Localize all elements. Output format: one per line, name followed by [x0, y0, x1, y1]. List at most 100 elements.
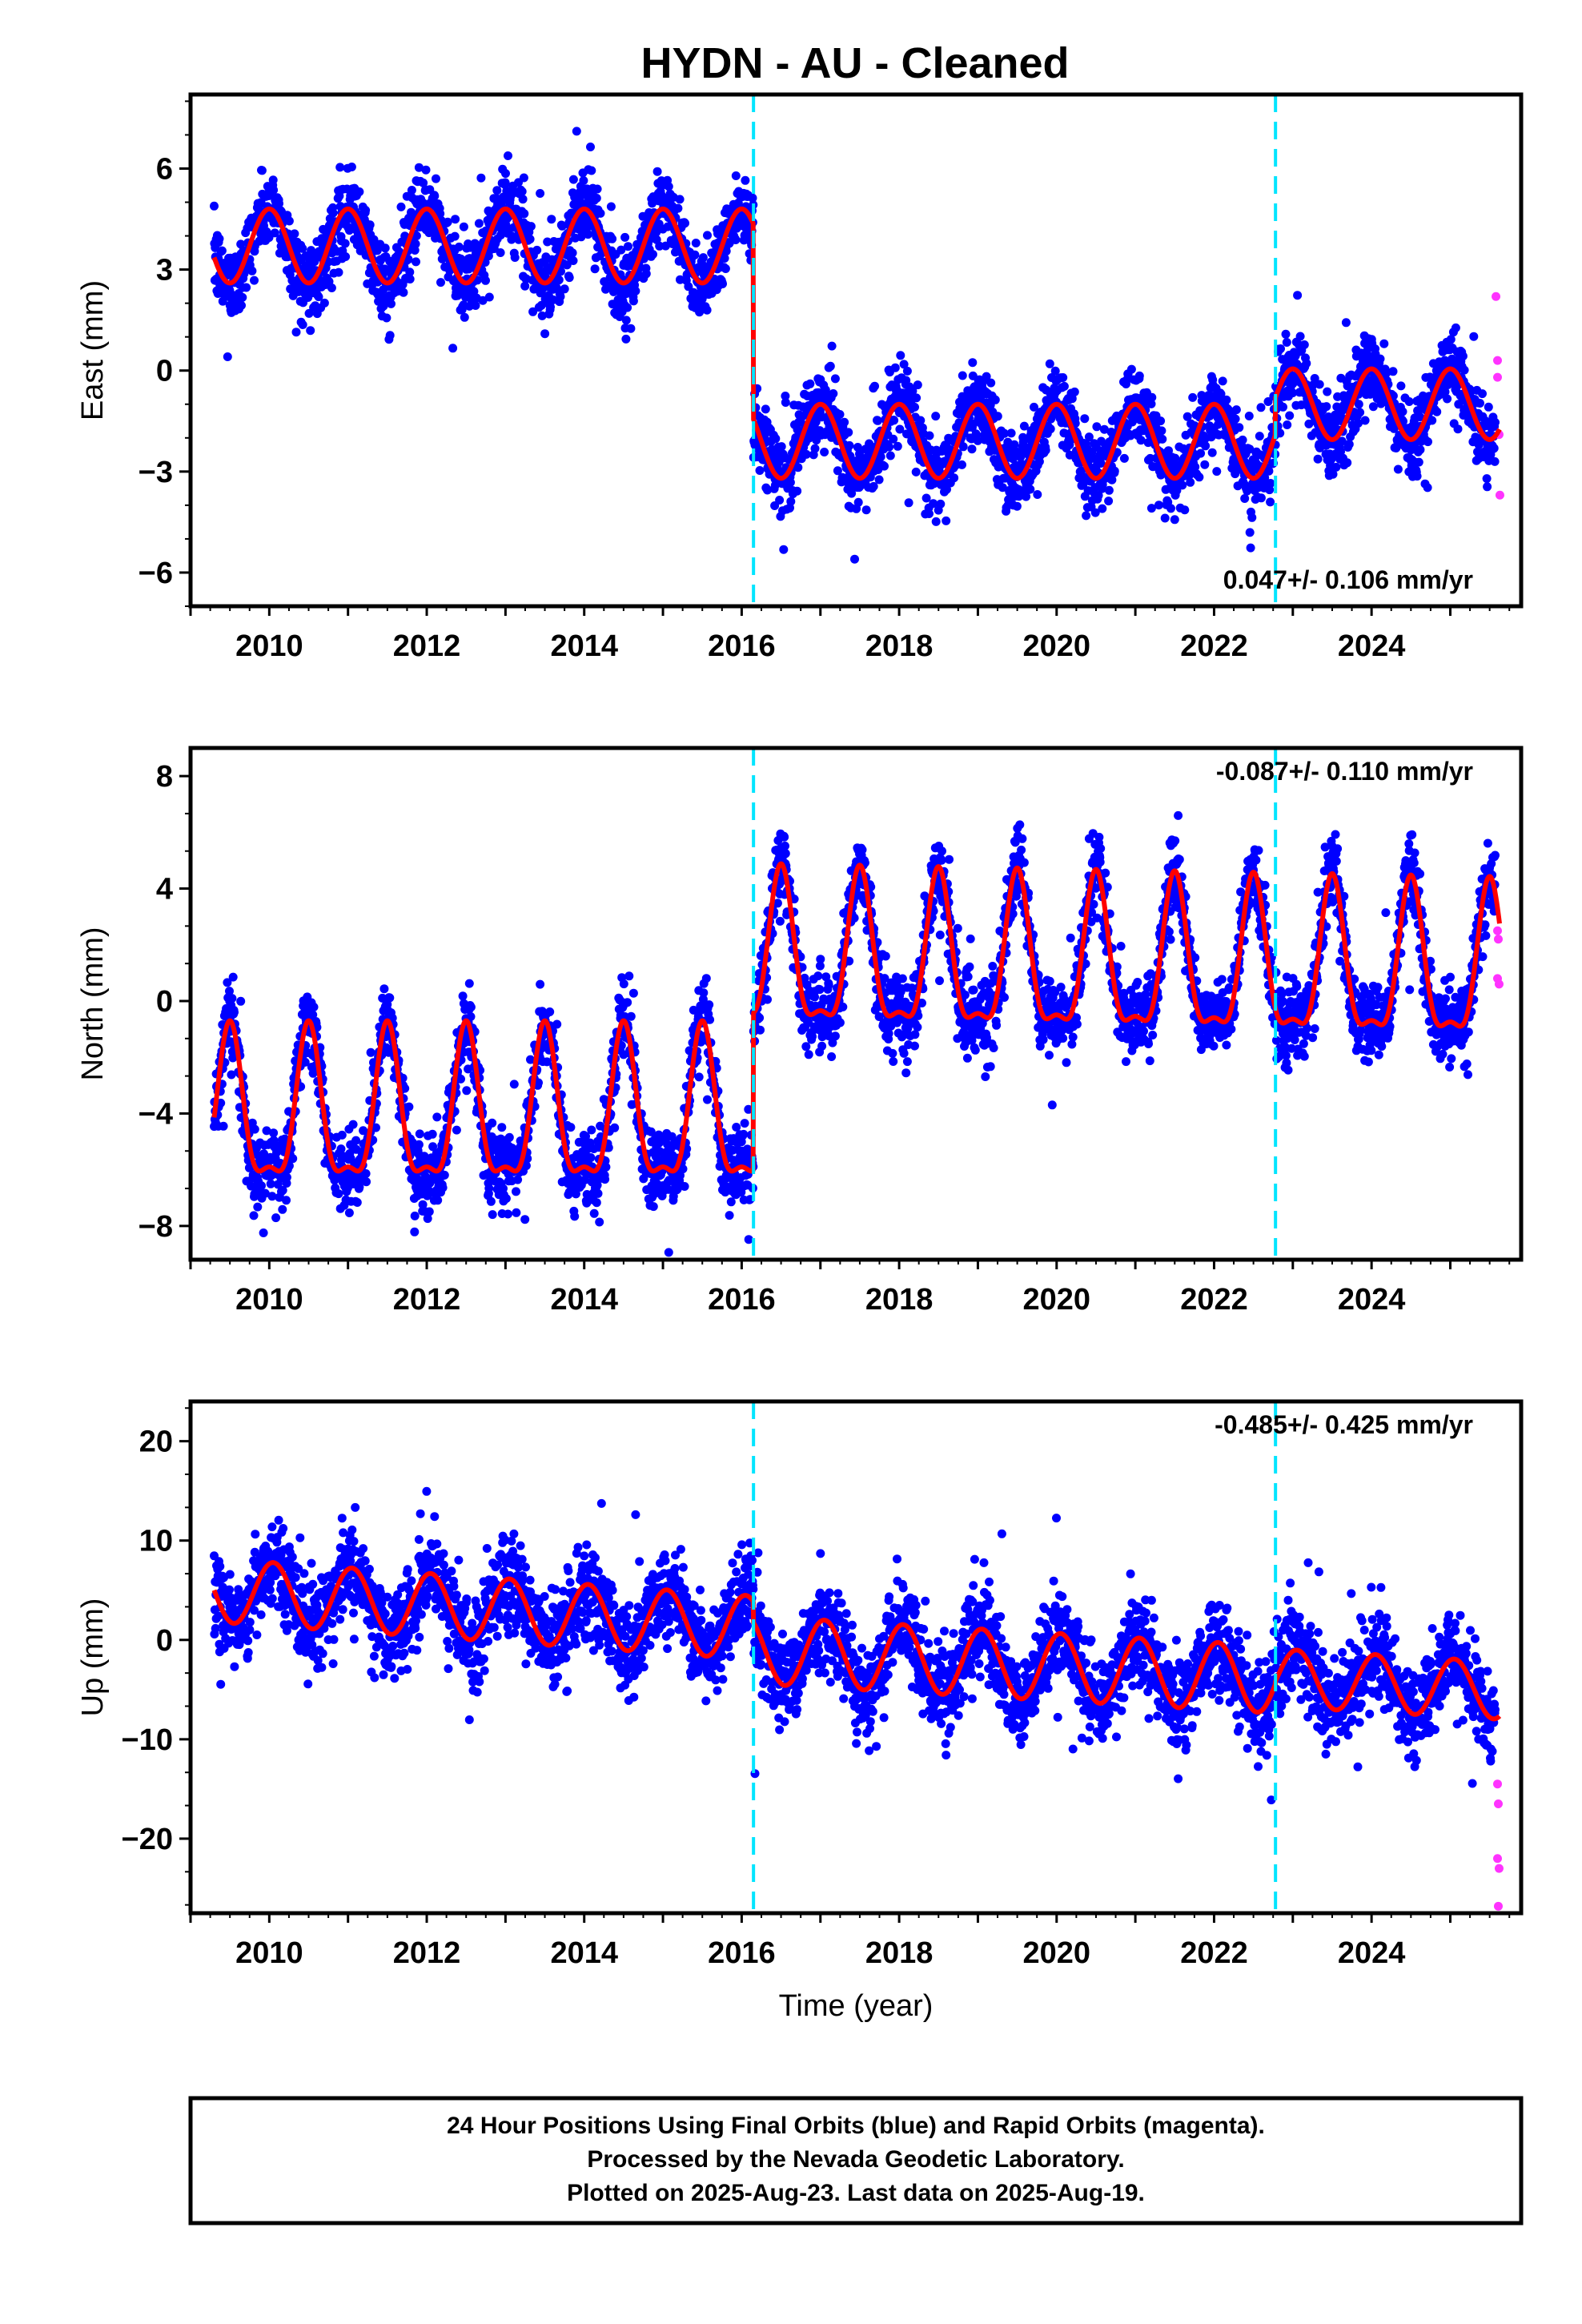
data-point — [236, 996, 246, 1006]
data-point — [702, 305, 712, 315]
data-point — [1398, 407, 1407, 416]
data-point — [913, 380, 922, 390]
data-point — [410, 1211, 420, 1220]
east-ytick-label: 0 — [156, 355, 173, 388]
data-point — [257, 166, 267, 175]
data-point — [568, 248, 577, 258]
data-point — [921, 493, 931, 503]
data-point — [1033, 490, 1042, 499]
data-point — [1266, 497, 1275, 507]
data-point — [1247, 513, 1257, 522]
figure-title: HYDN - AU - Cleaned — [640, 39, 1069, 87]
data-point — [664, 182, 673, 191]
data-point — [1360, 416, 1370, 425]
data-point — [517, 187, 527, 196]
data-point — [820, 448, 829, 456]
data-point — [950, 473, 959, 483]
rapid-point — [1492, 292, 1501, 301]
data-point — [690, 250, 700, 259]
data-point — [247, 266, 257, 275]
data-point — [850, 554, 859, 564]
data-point — [777, 442, 786, 452]
data-point — [1188, 392, 1198, 402]
data-point — [1082, 511, 1091, 521]
data-point — [410, 1227, 420, 1236]
east-xtick-label: 2010 — [235, 629, 303, 663]
data-point — [1098, 504, 1107, 513]
data-point — [407, 186, 416, 195]
data-point — [405, 267, 415, 277]
data-point — [1196, 448, 1206, 458]
data-point — [399, 287, 408, 297]
data-point — [1256, 403, 1266, 412]
data-point — [319, 298, 329, 308]
data-point — [873, 416, 882, 425]
data-point — [520, 281, 530, 291]
data-point — [256, 198, 266, 207]
data-point — [1331, 462, 1341, 472]
data-point — [1282, 338, 1291, 347]
data-point — [361, 206, 371, 215]
data-point — [1322, 402, 1331, 412]
data-point — [512, 1208, 521, 1217]
data-point — [1315, 380, 1324, 389]
data-point — [1281, 329, 1291, 339]
data-point — [586, 143, 595, 151]
data-point — [912, 393, 921, 403]
data-point — [448, 344, 458, 353]
data-point — [600, 1175, 610, 1184]
data-point — [309, 1003, 319, 1011]
data-point — [460, 312, 469, 322]
data-point — [1414, 457, 1423, 467]
data-point — [314, 292, 323, 302]
data-point — [278, 1204, 287, 1214]
data-point — [1412, 472, 1422, 481]
data-point — [268, 175, 278, 185]
data-point — [731, 171, 741, 180]
data-point — [547, 215, 556, 224]
data-point — [433, 1196, 443, 1205]
east-plot-area — [191, 94, 1521, 606]
data-point — [829, 389, 838, 398]
data-point — [584, 230, 592, 239]
data-point — [327, 283, 336, 292]
data-point — [1299, 340, 1309, 349]
data-point — [874, 475, 884, 485]
data-point — [1006, 428, 1016, 438]
data-point — [512, 1187, 520, 1196]
data-point — [1110, 466, 1119, 476]
data-point — [870, 381, 879, 391]
data-point — [481, 275, 490, 285]
data-point — [488, 1118, 497, 1128]
data-point — [250, 1124, 259, 1134]
data-point — [526, 222, 536, 231]
data-point — [942, 516, 951, 525]
data-point — [1200, 460, 1210, 469]
data-point — [721, 264, 730, 273]
data-point — [414, 1140, 424, 1149]
data-point — [755, 466, 765, 475]
data-point — [1354, 400, 1363, 409]
data-point — [1157, 426, 1166, 436]
data-point — [880, 461, 889, 471]
data-point — [902, 366, 912, 376]
data-point — [1104, 485, 1114, 495]
data-point — [545, 1007, 555, 1016]
data-point — [291, 328, 301, 337]
data-point — [990, 395, 1000, 404]
data-point — [786, 497, 796, 506]
data-point — [1156, 416, 1166, 426]
data-point — [1092, 422, 1102, 432]
data-point — [675, 195, 685, 204]
data-point — [242, 283, 251, 292]
data-point — [1469, 332, 1479, 341]
data-point — [1491, 417, 1500, 427]
data-point — [904, 498, 913, 508]
data-point — [648, 250, 657, 259]
data-point — [257, 1181, 266, 1191]
data-point — [525, 235, 535, 244]
data-point — [1012, 501, 1022, 511]
data-point — [338, 1262, 347, 1271]
data-point — [471, 301, 480, 310]
